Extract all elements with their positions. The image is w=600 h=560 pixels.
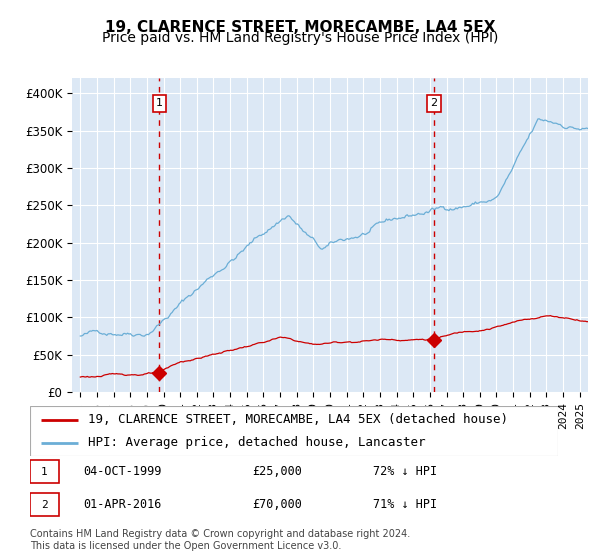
FancyBboxPatch shape [30,406,558,456]
Text: 2: 2 [430,99,437,109]
Text: 19, CLARENCE STREET, MORECAMBE, LA4 5EX: 19, CLARENCE STREET, MORECAMBE, LA4 5EX [105,20,495,35]
Text: £70,000: £70,000 [252,498,302,511]
FancyBboxPatch shape [30,460,59,483]
FancyBboxPatch shape [30,493,59,516]
Text: £25,000: £25,000 [252,465,302,478]
Text: Price paid vs. HM Land Registry's House Price Index (HPI): Price paid vs. HM Land Registry's House … [102,31,498,45]
Text: 01-APR-2016: 01-APR-2016 [83,498,161,511]
Text: Contains HM Land Registry data © Crown copyright and database right 2024.
This d: Contains HM Land Registry data © Crown c… [30,529,410,551]
Text: 71% ↓ HPI: 71% ↓ HPI [373,498,437,511]
Text: 72% ↓ HPI: 72% ↓ HPI [373,465,437,478]
Text: 2: 2 [41,500,47,510]
Text: 04-OCT-1999: 04-OCT-1999 [83,465,161,478]
Text: 19, CLARENCE STREET, MORECAMBE, LA4 5EX (detached house): 19, CLARENCE STREET, MORECAMBE, LA4 5EX … [88,413,508,426]
Text: 1: 1 [156,99,163,109]
Text: 1: 1 [41,467,47,477]
Text: HPI: Average price, detached house, Lancaster: HPI: Average price, detached house, Lanc… [88,436,425,449]
